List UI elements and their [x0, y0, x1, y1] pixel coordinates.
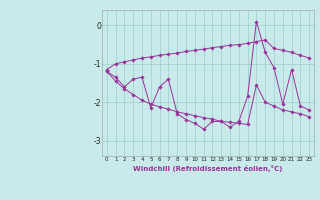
X-axis label: Windchill (Refroidissement éolien,°C): Windchill (Refroidissement éolien,°C) — [133, 165, 283, 172]
